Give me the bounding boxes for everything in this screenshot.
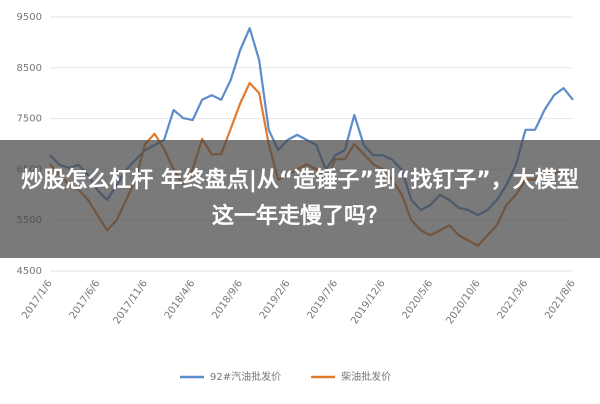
x-tick-label: 2021/3/6	[496, 278, 531, 321]
y-tick-label: 4500	[17, 266, 42, 277]
y-tick-label: 8500	[17, 63, 42, 74]
x-tick-label: 2019/2/6	[258, 278, 293, 321]
headline-banner: 炒股怎么杠杆 年终盘点|从“造锤子”到“找钉子”，大模型这一年走慢了吗？	[0, 140, 600, 258]
y-tick-label: 7500	[17, 114, 42, 125]
x-tick-label: 2018/9/6	[210, 278, 245, 321]
headline: 炒股怎么杠杆 年终盘点|从“造锤子”到“找钉子”，大模型这一年走慢了吗？	[21, 168, 579, 229]
x-tick-label: 2018/4/6	[163, 278, 198, 321]
x-tick-label: 2017/6/6	[68, 278, 103, 321]
x-tick-label: 2017/1/6	[20, 278, 55, 321]
x-tick-label: 2017/11/6	[112, 278, 150, 326]
legend-label: 92#汽油批发价	[210, 370, 281, 383]
y-tick-label: 9500	[17, 12, 42, 23]
x-tick-label: 2020/10/6	[444, 278, 482, 326]
x-tick-label: 2019/7/6	[305, 278, 340, 321]
x-tick-label: 2021/8/6	[543, 278, 578, 321]
x-tick-label: 2019/12/6	[349, 278, 387, 326]
x-tick-label: 2020/5/6	[401, 278, 436, 321]
legend-label: 柴油批发价	[341, 370, 391, 383]
